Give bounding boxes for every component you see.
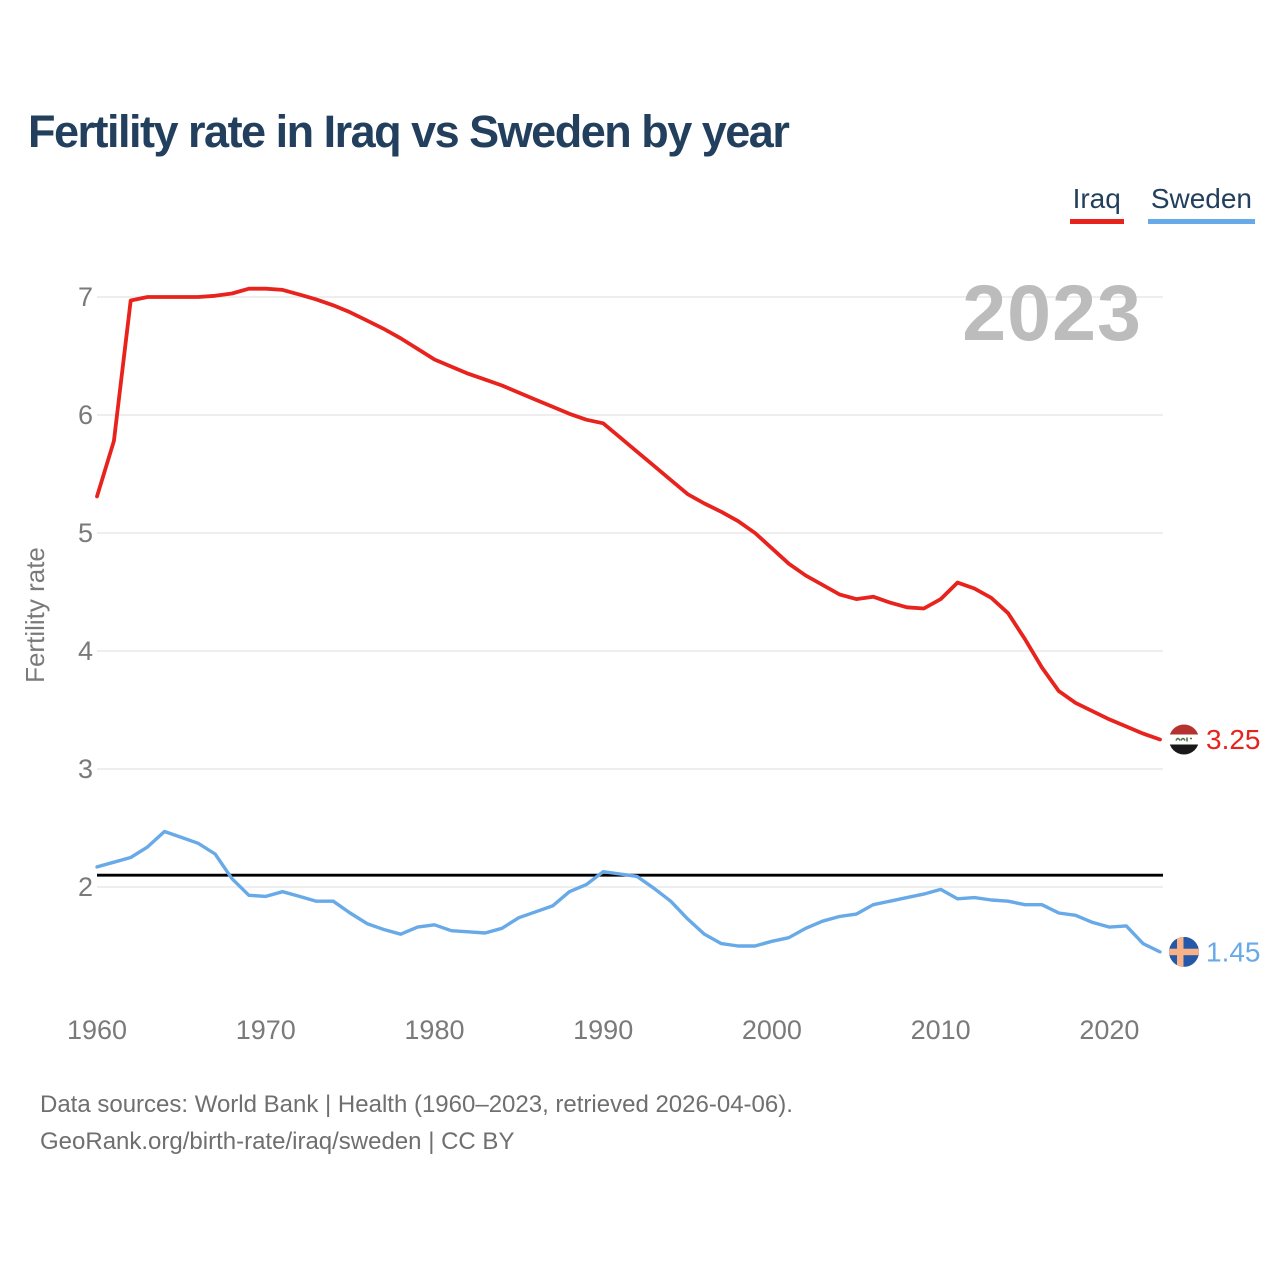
y-tick-label: 5 bbox=[78, 518, 93, 548]
x-tick-label: 2000 bbox=[742, 1015, 802, 1045]
legend-item-sweden[interactable]: Sweden bbox=[1147, 183, 1255, 224]
footer: Data sources: World Bank | Health (1960–… bbox=[40, 1086, 793, 1160]
y-axis-labels: 7 6 5 4 3 2 bbox=[78, 282, 93, 902]
x-tick-label: 2020 bbox=[1079, 1015, 1139, 1045]
y-tick-label: 7 bbox=[78, 282, 93, 312]
y-axis-title: Fertility rate bbox=[20, 547, 50, 683]
legend-label-iraq: Iraq bbox=[1072, 183, 1121, 214]
x-tick-label: 2010 bbox=[911, 1015, 971, 1045]
grid-lines bbox=[97, 296, 1163, 888]
sweden-end-value-label: 1.45 bbox=[1206, 936, 1261, 967]
y-tick-label: 4 bbox=[78, 636, 93, 666]
x-tick-label: 1980 bbox=[404, 1015, 464, 1045]
x-axis-labels: 1960 1970 1980 1990 2000 2010 2020 bbox=[67, 1015, 1139, 1045]
legend-label-sweden: Sweden bbox=[1150, 183, 1252, 214]
page-title: Fertility rate in Iraq vs Sweden by year bbox=[28, 106, 790, 157]
footer-line-2: GeoRank.org/birth-rate/iraq/sweden | CC … bbox=[40, 1128, 515, 1155]
x-tick-label: 1970 bbox=[236, 1015, 296, 1045]
x-tick-label: 1990 bbox=[573, 1015, 633, 1045]
y-tick-label: 3 bbox=[78, 754, 93, 784]
sweden-line bbox=[95, 829, 1162, 954]
x-tick-label: 1960 bbox=[67, 1015, 127, 1045]
iraq-line bbox=[95, 286, 1162, 742]
iraq-end-value-label: 3.25 bbox=[1206, 724, 1261, 755]
footer-line-1: Data sources: World Bank | Health (1960–… bbox=[40, 1091, 793, 1118]
watermark-year: 2023 bbox=[962, 268, 1142, 357]
iraq-flag-icon bbox=[1169, 724, 1199, 755]
sweden-flag-icon bbox=[1169, 936, 1199, 967]
chart-legend: Iraq Sweden bbox=[1069, 183, 1255, 224]
legend-item-iraq[interactable]: Iraq bbox=[1069, 183, 1124, 224]
y-tick-label: 2 bbox=[78, 872, 93, 902]
y-tick-label: 6 bbox=[78, 400, 93, 430]
